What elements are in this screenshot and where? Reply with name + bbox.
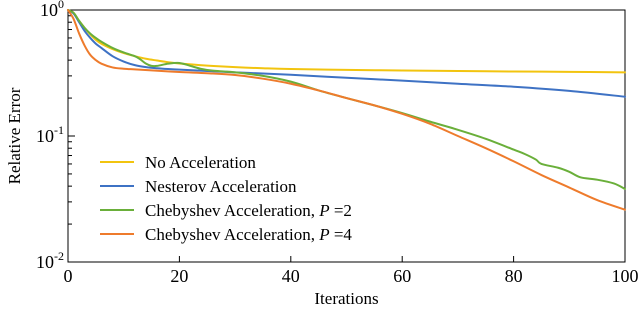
legend-item: Nesterov Acceleration <box>145 177 297 196</box>
y-tick-base: 10 <box>36 252 54 272</box>
x-axis-label: Iterations <box>314 289 378 308</box>
series-line-4 <box>67 9 626 211</box>
y-tick-exponent: 0 <box>58 0 64 11</box>
legend-item: Chebyshev Acceleration, P =4 <box>145 225 352 244</box>
y-tick-base: 10 <box>36 126 54 146</box>
y-axis-label: Relative Error <box>5 87 24 184</box>
x-tick-label: 0 <box>64 266 73 286</box>
y-tick-base: 10 <box>40 0 58 20</box>
legend-item: Chebyshev Acceleration, P =2 <box>145 201 352 220</box>
series-line-3 <box>67 9 626 190</box>
x-tick-label: 60 <box>393 266 411 286</box>
x-tick-label: 40 <box>282 266 300 286</box>
legend: No Acceleration Nesterov Acceleration Cheb… <box>100 153 352 244</box>
x-tick-label: 100 <box>612 266 639 286</box>
x-tick-label: 80 <box>505 266 523 286</box>
y-tick-exponent: -1 <box>54 123 64 137</box>
series-line-2 <box>67 9 626 98</box>
legend-label-suffix: =4 <box>330 225 353 244</box>
legend-label-italic: P <box>318 201 329 220</box>
legend-label: Chebyshev Acceleration, <box>145 225 319 244</box>
legend-label-suffix: =2 <box>330 201 352 220</box>
series-line-1 <box>67 9 626 74</box>
legend-item: No Acceleration <box>145 153 256 172</box>
y-tick-label: 10-1 <box>36 123 64 146</box>
y-tick-exponent: -2 <box>54 249 64 263</box>
x-tick-label: 20 <box>170 266 188 286</box>
y-tick-label: 100 <box>40 0 64 20</box>
legend-label: Chebyshev Acceleration, <box>145 201 319 220</box>
y-tick-label: 10-2 <box>36 249 64 272</box>
legend-label: No Acceleration <box>145 153 256 172</box>
plot-area <box>67 9 626 211</box>
legend-label-italic: P <box>318 225 329 244</box>
legend-label: Nesterov Acceleration <box>145 177 297 196</box>
